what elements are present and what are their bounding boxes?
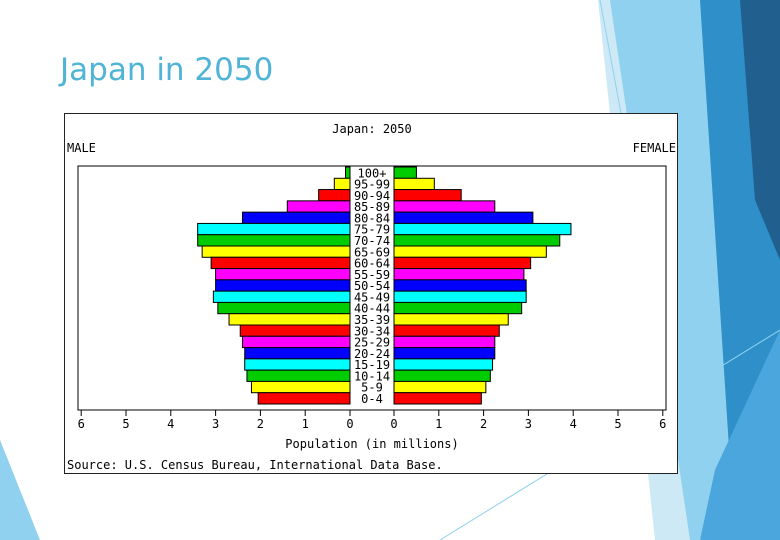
male-tick-label: 0: [346, 417, 353, 431]
age-group-label: 90-94: [354, 189, 390, 203]
male-tick-label: 1: [302, 417, 309, 431]
age-group-label: 55-59: [354, 268, 390, 282]
female-bar-55-59: [393, 268, 525, 281]
male-bar-15-19: [244, 358, 351, 371]
male-bar-35-39: [228, 313, 351, 326]
age-group-label: 50-54: [354, 279, 390, 293]
female-tick-label: 1: [435, 417, 442, 431]
female-bar-40-44: [393, 301, 523, 315]
age-group-label: 30-34: [354, 324, 390, 338]
male-bar-85-89: [286, 200, 351, 213]
slide-title: Japan in 2050: [60, 52, 274, 88]
age-group-label: 10-14: [354, 369, 390, 383]
male-tick-label: 5: [122, 417, 129, 431]
male-bar-10-14: [246, 369, 351, 382]
female-bar-20-24: [393, 347, 496, 360]
male-bar-100+: [345, 166, 351, 179]
age-group-label: 20-24: [354, 347, 390, 361]
male-bar-30-34: [239, 324, 351, 337]
female-bar-0-4: [393, 392, 482, 405]
female-bar-25-29: [393, 335, 496, 349]
male-tick-label: 3: [212, 417, 219, 431]
female-bar-65-69: [393, 245, 547, 258]
female-bar-95-99: [393, 177, 435, 191]
age-group-label: 70-74: [354, 234, 390, 248]
age-group-label: 85-89: [354, 200, 390, 214]
female-bar-70-74: [393, 234, 561, 247]
age-group-label: 25-29: [354, 336, 390, 350]
male-bar-0-4: [257, 392, 351, 405]
female-bar-75-79: [393, 222, 572, 236]
source-note: Source: U.S. Census Bureau, Internationa…: [67, 458, 443, 472]
female-tick-label: 3: [525, 417, 532, 431]
male-bar-50-54: [215, 279, 351, 292]
female-bar-60-64: [393, 256, 532, 270]
female-tick-label: 0: [390, 417, 397, 431]
female-tick-label: 2: [480, 417, 487, 431]
female-bar-85-89: [393, 200, 496, 213]
male-bar-70-74: [197, 234, 351, 247]
male-bar-20-24: [244, 347, 351, 360]
age-group-label: 35-39: [354, 313, 390, 327]
male-bar-75-79: [197, 222, 351, 236]
age-group-label: 100+: [358, 166, 387, 180]
age-group-label: 40-44: [354, 302, 390, 316]
population-pyramid-chart: Japan: 2050 MALE FEMALE 100+ 95-99 90-94 85…: [64, 113, 678, 474]
male-tick-label: 6: [78, 417, 85, 431]
x-axis-label: Population (in millions): [285, 437, 458, 451]
male-bar-60-64: [210, 256, 351, 270]
female-bar-30-34: [393, 324, 500, 337]
age-group-label: 75-79: [354, 223, 390, 237]
chart-title: Japan: 2050: [332, 122, 411, 136]
male-bar-80-84: [241, 211, 351, 224]
age-group-label: 65-69: [354, 245, 390, 259]
female-bar-10-14: [393, 369, 491, 382]
female-bar-90-94: [393, 189, 462, 202]
plot-frame: [77, 165, 667, 411]
female-tick-label: 5: [614, 417, 621, 431]
deco-facet-left: [0, 440, 40, 540]
female-bar-5-9: [393, 380, 487, 394]
female-bar-50-54: [393, 279, 527, 292]
age-group-label: 95-99: [354, 178, 390, 192]
male-tick-label: 2: [257, 417, 264, 431]
chart-marks: 100+95-9990-9485-8980-8475-7970-7465-696…: [78, 166, 667, 431]
female-bar-100+: [393, 166, 417, 179]
female-bar-15-19: [393, 358, 494, 371]
right-side-label: FEMALE: [633, 141, 676, 155]
female-bar-45-49: [393, 290, 527, 303]
male-bar-45-49: [212, 290, 351, 303]
age-group-label: 60-64: [354, 257, 390, 271]
male-bar-95-99: [333, 177, 351, 191]
female-tick-label: 6: [659, 417, 666, 431]
chart-svg: Japan: 2050 MALE FEMALE 100+95-9990-9485…: [67, 122, 676, 472]
deco-facet-darkest: [740, 0, 780, 260]
female-bar-80-84: [393, 211, 534, 224]
male-bar-65-69: [201, 245, 351, 258]
age-group-label: 15-19: [354, 358, 390, 372]
male-bar-25-29: [241, 335, 351, 349]
age-group-label: 0-4: [361, 392, 383, 406]
left-side-label: MALE: [67, 141, 96, 155]
age-group-label: 80-84: [354, 211, 390, 225]
female-bar-35-39: [393, 313, 509, 326]
male-bar-90-94: [318, 189, 351, 202]
male-bar-40-44: [217, 301, 351, 315]
age-group-label: 5-9: [361, 381, 383, 395]
deco-facet-bottom: [700, 330, 780, 540]
male-bar-55-59: [215, 268, 351, 281]
male-bar-5-9: [250, 380, 351, 394]
female-tick-label: 4: [570, 417, 577, 431]
male-tick-label: 4: [167, 417, 174, 431]
age-group-label: 45-49: [354, 290, 390, 304]
